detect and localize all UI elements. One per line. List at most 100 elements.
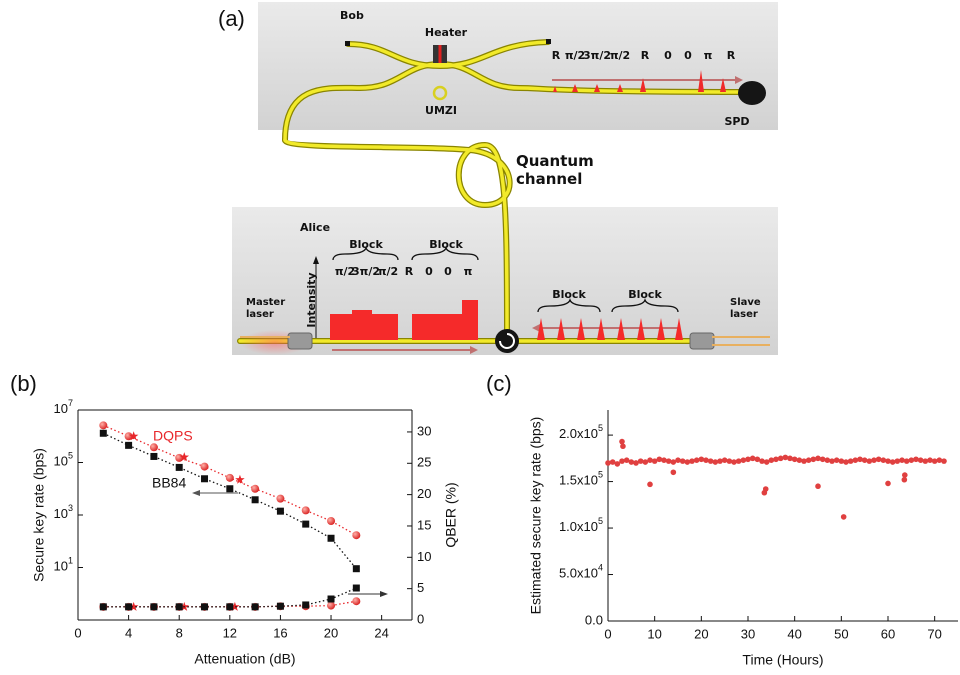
- y-tick-label: 105: [54, 451, 73, 469]
- point: [99, 603, 107, 611]
- alice-title: Alice: [300, 221, 330, 234]
- x-tick-label: 8: [176, 625, 183, 640]
- point: [628, 459, 635, 465]
- point: [857, 456, 863, 463]
- point: [847, 458, 854, 464]
- point: [903, 458, 910, 464]
- point: [633, 460, 639, 466]
- point: [931, 458, 938, 464]
- phase-label: π: [464, 265, 473, 278]
- point: [805, 457, 812, 463]
- point: [327, 534, 335, 542]
- point: [833, 457, 840, 463]
- fiber-end: [345, 41, 350, 46]
- y-tick-label: 2.0x105: [559, 423, 603, 441]
- point: [936, 457, 943, 463]
- phase-row: π/23π/2π/2 R 0 0 π: [335, 265, 473, 278]
- x-tick-label: 0: [74, 625, 81, 640]
- point: [782, 454, 789, 461]
- point: [150, 452, 158, 460]
- point: [838, 458, 845, 464]
- point: [902, 472, 908, 478]
- y-axis-title: Secure key rate (bps): [31, 448, 47, 582]
- block-label: Block: [628, 288, 662, 301]
- y2-tick-label: 30: [417, 423, 431, 438]
- spd: [738, 81, 766, 105]
- arrow-head: [380, 591, 388, 597]
- pulses: [553, 70, 726, 92]
- y-tick-label: 107: [54, 398, 73, 416]
- point: [721, 457, 728, 463]
- point: [670, 469, 677, 476]
- point: [642, 459, 649, 465]
- arrow-head: [470, 346, 478, 354]
- point: [889, 459, 896, 465]
- point: [679, 458, 686, 464]
- point: [647, 481, 653, 488]
- point: [815, 483, 821, 490]
- point: [623, 457, 630, 463]
- block-label: Block: [349, 238, 383, 251]
- point: [150, 603, 158, 611]
- point: [707, 458, 714, 464]
- point: [763, 459, 770, 465]
- point: [843, 459, 849, 465]
- point: [651, 458, 658, 464]
- x-tick-label: 16: [273, 625, 287, 640]
- point: [759, 458, 765, 464]
- phase-label: π/2: [335, 265, 355, 278]
- point: [712, 459, 719, 465]
- phase-label: 0: [684, 49, 692, 62]
- point: [226, 603, 234, 611]
- point: [226, 485, 234, 493]
- point: [609, 459, 616, 465]
- point: [880, 457, 887, 463]
- x-axis-title: Attenuation (dB): [194, 651, 295, 667]
- point: [894, 458, 901, 464]
- point: [276, 602, 284, 610]
- x-tick-label: 24: [374, 625, 388, 640]
- bob-title: Bob: [340, 9, 364, 22]
- pulses: [537, 318, 683, 340]
- block-label: Block: [429, 238, 463, 251]
- point: [917, 457, 924, 463]
- point: [754, 456, 761, 463]
- heater-label: Heater: [425, 26, 468, 39]
- y-tick-label: 101: [54, 556, 73, 574]
- point: [875, 456, 882, 463]
- point: [777, 455, 784, 462]
- point: [301, 506, 310, 515]
- point: [230, 601, 240, 611]
- point: [735, 458, 742, 464]
- phase-label: 0: [444, 265, 452, 278]
- point: [276, 507, 284, 515]
- point: [665, 458, 672, 464]
- panel-label: (c): [486, 371, 512, 396]
- point: [614, 461, 621, 467]
- point: [731, 459, 737, 465]
- point: [352, 565, 360, 573]
- point: [99, 421, 108, 430]
- y2-tick-label: 0: [417, 611, 424, 626]
- point: [619, 458, 625, 464]
- point: [824, 457, 831, 463]
- panel-label: (a): [218, 6, 245, 31]
- channel-label: Quantum channel: [516, 152, 594, 188]
- point: [791, 456, 798, 463]
- point: [327, 601, 336, 610]
- point: [327, 595, 335, 603]
- point: [768, 457, 775, 463]
- point: [225, 473, 234, 482]
- phase-label: R: [727, 49, 736, 62]
- point: [352, 597, 361, 606]
- point: [689, 458, 695, 464]
- point: [637, 458, 644, 464]
- point: [352, 584, 360, 592]
- x-tick-label: 30: [741, 626, 755, 641]
- point: [749, 455, 756, 462]
- arrow-head: [313, 256, 319, 264]
- point: [703, 457, 709, 463]
- point: [852, 457, 859, 463]
